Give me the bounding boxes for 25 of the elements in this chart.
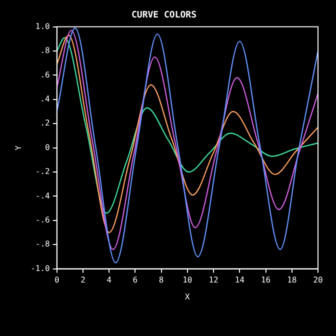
y-tick-label: -1.0 bbox=[30, 264, 50, 273]
y-tick-label: .6 bbox=[40, 70, 50, 80]
x-tick-label: 12 bbox=[208, 276, 219, 285]
x-tick-label: 14 bbox=[234, 276, 245, 285]
x-tick-label: 18 bbox=[287, 276, 297, 285]
x-axis-title: X bbox=[185, 292, 190, 302]
y-tick-label: .2 bbox=[40, 118, 50, 128]
y-tick-label: 1.0 bbox=[35, 22, 50, 31]
y-tick-label: -.8 bbox=[35, 240, 50, 249]
chart-title: CURVE COLORS bbox=[131, 10, 197, 21]
y-axis-title: Y bbox=[14, 145, 23, 150]
y-tick-label: .8 bbox=[40, 46, 50, 56]
y-tick-label: .4 bbox=[40, 94, 50, 104]
y-tick-label: -.4 bbox=[35, 191, 50, 200]
x-tick-label: 20 bbox=[313, 276, 323, 285]
x-tick-label: 16 bbox=[260, 276, 271, 285]
y-tick-label: -.2 bbox=[35, 167, 50, 176]
x-tick-label: 2 bbox=[80, 276, 86, 285]
x-tick-label: 0 bbox=[54, 276, 60, 285]
x-tick-label: 10 bbox=[182, 276, 192, 285]
x-tick-label: 6 bbox=[132, 276, 138, 285]
y-tick-label: -.6 bbox=[35, 215, 50, 224]
y-tick-label: 0 bbox=[45, 142, 50, 152]
x-tick-label: 8 bbox=[158, 276, 164, 285]
x-tick-label: 4 bbox=[106, 276, 112, 285]
